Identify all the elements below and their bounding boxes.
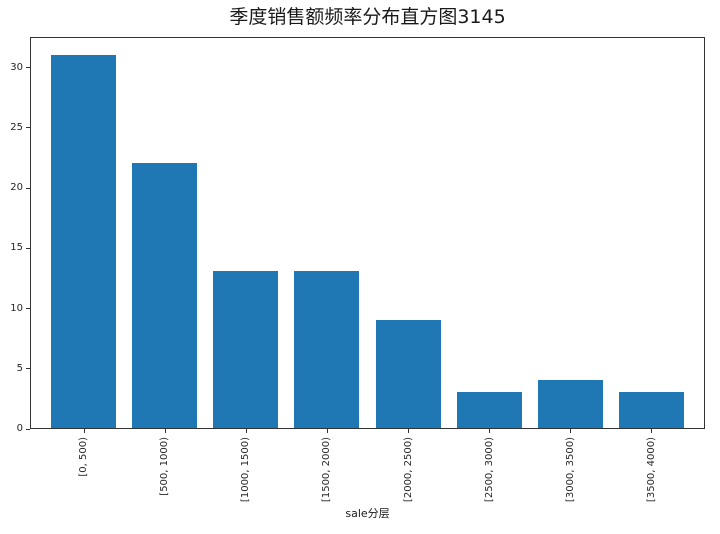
plot-area bbox=[30, 37, 705, 429]
x-tick bbox=[408, 429, 410, 433]
x-tick-label: [2500, 3000) bbox=[483, 437, 495, 503]
bar bbox=[537, 379, 603, 428]
bar bbox=[132, 163, 198, 428]
y-tick bbox=[26, 428, 30, 430]
x-tick-label: [1000, 1500) bbox=[240, 437, 252, 503]
y-tick bbox=[26, 368, 30, 370]
bar bbox=[619, 391, 684, 428]
y-tick-label: 20 bbox=[10, 182, 23, 194]
bar bbox=[213, 271, 279, 428]
y-tick bbox=[26, 67, 30, 69]
y-tick bbox=[26, 187, 30, 189]
x-tick bbox=[489, 429, 491, 433]
x-tick bbox=[651, 429, 653, 433]
y-tick-label: 25 bbox=[10, 121, 23, 133]
bar bbox=[51, 54, 116, 428]
y-tick-label: 0 bbox=[16, 423, 23, 434]
y-tick-label: 15 bbox=[10, 242, 23, 254]
x-tick-label: [3500, 4000) bbox=[645, 437, 657, 503]
chart-title: 季度销售额频率分布直方图3145 bbox=[229, 6, 506, 28]
bar bbox=[456, 391, 522, 428]
x-tick bbox=[570, 429, 572, 433]
x-tick bbox=[245, 429, 247, 433]
x-tick bbox=[83, 429, 85, 433]
x-tick-label: [0, 500) bbox=[78, 437, 90, 477]
y-tick bbox=[26, 247, 30, 249]
x-tick bbox=[164, 429, 166, 433]
bar bbox=[375, 319, 441, 428]
x-tick-label: [500, 1000) bbox=[159, 437, 171, 496]
y-tick bbox=[26, 127, 30, 129]
x-tick bbox=[326, 429, 328, 433]
y-tick bbox=[26, 308, 30, 310]
x-tick-label: [2000, 2500) bbox=[402, 437, 414, 503]
y-tick-label: 10 bbox=[10, 302, 23, 314]
y-tick-label: 5 bbox=[16, 362, 23, 374]
x-axis-label: sale分层 bbox=[345, 507, 390, 520]
x-tick-label: [3000, 3500) bbox=[564, 437, 576, 503]
x-tick-label: [1500, 2000) bbox=[321, 437, 333, 503]
bar bbox=[294, 271, 360, 428]
y-tick-label: 30 bbox=[10, 61, 23, 73]
